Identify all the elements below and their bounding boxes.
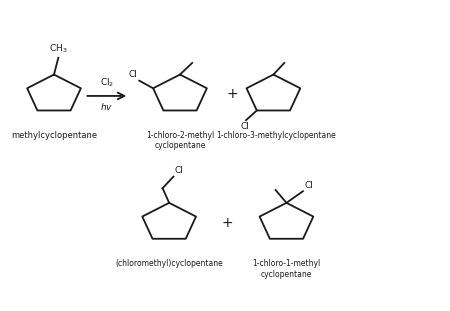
- Text: 1-chloro-2-methyl
cyclopentane: 1-chloro-2-methyl cyclopentane: [146, 131, 214, 151]
- Text: methylcyclopentane: methylcyclopentane: [11, 131, 97, 140]
- Text: +: +: [226, 87, 238, 101]
- Text: +: +: [222, 216, 234, 230]
- Text: Cl: Cl: [304, 181, 313, 190]
- Text: 1-chloro-1-methyl
cyclopentane: 1-chloro-1-methyl cyclopentane: [252, 259, 320, 279]
- Text: $hv$: $hv$: [100, 101, 113, 113]
- Text: Cl: Cl: [241, 122, 249, 131]
- Text: 1-chloro-3-methylcyclopentane: 1-chloro-3-methylcyclopentane: [216, 131, 335, 140]
- Text: (chloromethyl)cyclopentane: (chloromethyl)cyclopentane: [115, 259, 223, 268]
- Text: CH$_3$: CH$_3$: [49, 43, 68, 55]
- Text: Cl$_2$: Cl$_2$: [99, 77, 114, 89]
- Text: Cl: Cl: [129, 70, 138, 79]
- Text: Cl: Cl: [175, 166, 184, 175]
